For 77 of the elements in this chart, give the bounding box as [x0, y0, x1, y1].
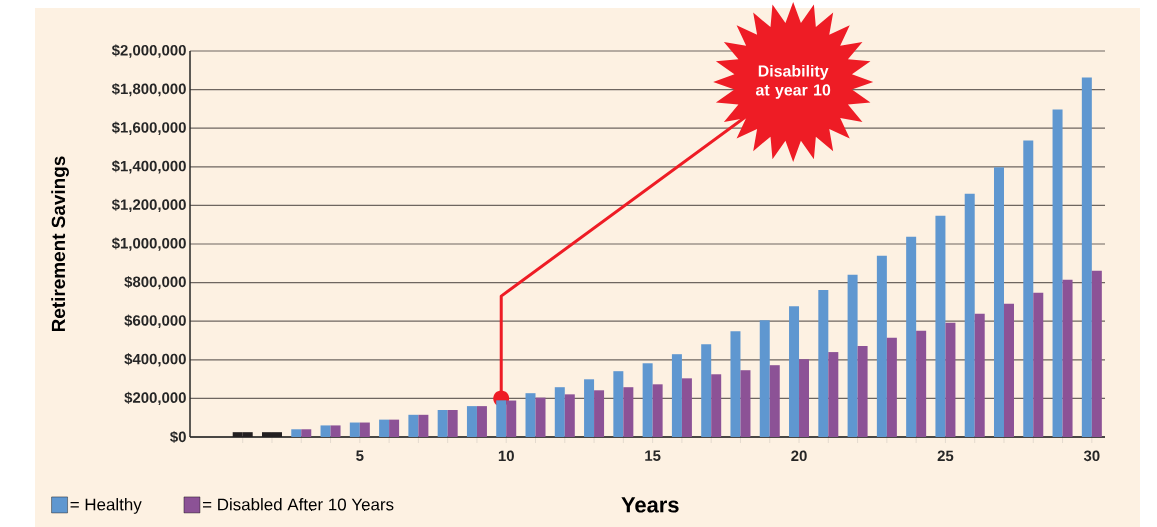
bar: [818, 289, 829, 437]
bar: [711, 374, 722, 437]
bar: [535, 397, 546, 437]
bar: [652, 384, 663, 437]
bar: [584, 379, 595, 437]
bar: [681, 378, 692, 437]
bar: [828, 352, 839, 437]
x-tick-label: 25: [937, 450, 954, 462]
bar: [564, 394, 575, 437]
bar: [1003, 303, 1014, 437]
bar: [1023, 140, 1034, 437]
bar: [320, 425, 331, 437]
bar: [769, 365, 780, 437]
x-tick-label: 30: [1083, 450, 1100, 462]
y-tick-label: $400,000: [124, 353, 186, 367]
bar: [1033, 292, 1044, 437]
bar: [1062, 279, 1073, 437]
y-tick-label: $1,800,000: [111, 82, 186, 97]
bar: [613, 371, 624, 437]
bar: [623, 387, 634, 437]
bar: [447, 409, 458, 437]
bar: [554, 387, 565, 437]
bar: [1052, 109, 1063, 437]
x-tick-label: 20: [791, 450, 807, 462]
bar: [799, 359, 810, 437]
bar: [730, 331, 741, 437]
bar: [974, 313, 985, 437]
bar: [389, 419, 400, 437]
bar: [379, 419, 390, 437]
bar: [1091, 270, 1102, 437]
bar: [1081, 77, 1092, 437]
bar: [301, 429, 312, 437]
bar: [906, 236, 917, 437]
y-tick-label: $0: [170, 430, 186, 444]
bar: [789, 306, 800, 437]
legend-label: = Healthy: [70, 498, 142, 514]
y-tick-label: $600,000: [124, 314, 186, 328]
bar: [408, 414, 419, 437]
y-tick-label: $1,000,000: [111, 237, 186, 251]
bar: [466, 406, 477, 437]
bar: [359, 422, 370, 437]
bar: [916, 330, 927, 437]
bar: [642, 363, 653, 437]
y-tick-label: $2,000,000: [111, 44, 186, 58]
bar: [740, 370, 751, 437]
bar: [945, 322, 956, 437]
bar: [418, 414, 429, 437]
bar: [525, 393, 536, 437]
y-axis-title: Retirement Savings: [51, 156, 69, 332]
y-tick-label: $1,400,000: [111, 160, 186, 174]
bar: [964, 193, 975, 437]
bar: [857, 345, 868, 437]
bar: [993, 167, 1004, 437]
bar: [330, 425, 341, 437]
x-tick-label: 15: [645, 450, 661, 461]
x-tick-label: 10: [498, 450, 514, 462]
bar: [476, 406, 487, 437]
x-tick-label: 5: [356, 450, 364, 461]
bar: [701, 344, 712, 437]
y-tick-label: $800,000: [124, 275, 186, 290]
bar: [671, 354, 682, 437]
bar: [759, 320, 770, 437]
bar: [349, 422, 360, 437]
y-tick-label: $200,000: [124, 391, 186, 406]
bar: [886, 337, 897, 437]
bar: [506, 400, 517, 437]
annotation: Disability at year 10: [755, 64, 831, 99]
y-tick-label: $1,200,000: [111, 198, 186, 213]
bar: [935, 215, 946, 437]
legend-label: = Disabled After 10 Years: [202, 498, 394, 511]
x-axis-title: Years: [621, 497, 679, 513]
bar: [437, 409, 448, 437]
y-tick-label: $1,600,000: [111, 121, 186, 135]
bar: [876, 255, 887, 437]
bar: [594, 390, 605, 437]
bar: [291, 429, 302, 437]
bar: [847, 274, 858, 437]
